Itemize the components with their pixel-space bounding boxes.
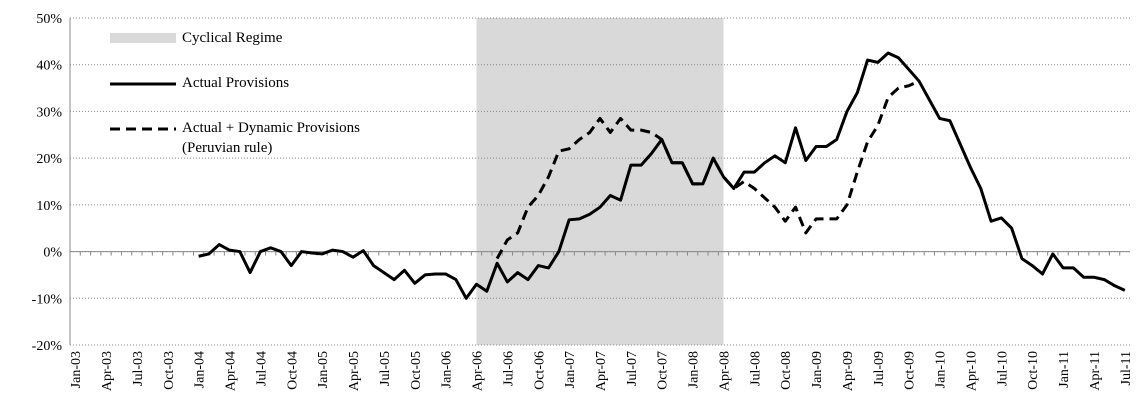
y-tick-label: 50% xyxy=(36,12,62,27)
legend-key xyxy=(110,127,176,131)
x-tick-label: Apr-08 xyxy=(717,351,732,391)
x-tick-label: Oct-04 xyxy=(285,351,300,390)
y-tick-label: 0% xyxy=(43,246,62,261)
legend-label: Actual Provisions xyxy=(182,75,290,91)
x-tick-label: Jan-07 xyxy=(563,351,578,388)
x-tick-label: Jan-09 xyxy=(810,351,825,388)
x-tick-label: Oct-08 xyxy=(779,351,794,390)
shaded-band xyxy=(476,18,724,345)
x-tick-label: Jan-06 xyxy=(440,351,455,388)
x-tick-label: Oct-09 xyxy=(903,351,918,390)
x-tick-label: Apr-09 xyxy=(841,351,856,391)
x-tick-label: Oct-07 xyxy=(656,351,671,390)
x-tick-label: Oct-03 xyxy=(162,351,177,390)
x-tick-label: Jul-08 xyxy=(748,351,763,386)
x-tick-label: Apr-03 xyxy=(100,351,115,391)
x-tick-label: Apr-06 xyxy=(471,351,486,391)
x-tick-label: Jan-05 xyxy=(316,351,331,388)
x-tick-label: Jan-08 xyxy=(687,351,702,388)
legend-label: Actual + Dynamic Provisions (Peruvian ru… xyxy=(182,120,361,156)
x-tick-label: Jul-10 xyxy=(995,351,1010,386)
legend-key xyxy=(110,82,176,86)
y-tick-label: 10% xyxy=(36,199,62,214)
x-tick-label: Apr-11 xyxy=(1088,351,1103,391)
x-tick-label: Apr-10 xyxy=(964,351,979,391)
x-tick-label: Jan-03 xyxy=(69,351,84,388)
x-tick-label: Jan-11 xyxy=(1057,351,1072,388)
x-tick-label: Jul-06 xyxy=(501,351,516,386)
x-tick-label: Jul-07 xyxy=(625,351,640,386)
x-tick-label: Apr-04 xyxy=(224,351,239,391)
x-tick-label: Jul-05 xyxy=(378,351,393,386)
y-tick-label: 30% xyxy=(36,105,62,120)
legend-key xyxy=(110,33,176,43)
y-tick-label: 20% xyxy=(36,152,62,167)
x-tick-label: Oct-10 xyxy=(1026,351,1041,390)
x-tick-label: Jan-04 xyxy=(193,351,208,388)
y-tick-label: -20% xyxy=(32,339,63,354)
y-tick-label: 40% xyxy=(36,59,62,74)
x-tick-label: Jul-11 xyxy=(1119,351,1134,385)
legend-label: Cyclical Regime xyxy=(182,30,283,46)
x-tick-label: Jan-10 xyxy=(934,351,949,388)
x-tick-label: Jul-03 xyxy=(131,351,146,386)
x-tick-label: Apr-05 xyxy=(347,351,362,391)
x-tick-label: Apr-07 xyxy=(594,351,609,391)
y-tick-label: -10% xyxy=(32,292,63,307)
x-tick-label: Jul-09 xyxy=(872,351,887,386)
x-tick-label: Oct-06 xyxy=(532,351,547,390)
x-tick-label: Jul-04 xyxy=(254,351,269,386)
series-line xyxy=(495,79,920,260)
x-tick-label: Oct-05 xyxy=(409,351,424,390)
